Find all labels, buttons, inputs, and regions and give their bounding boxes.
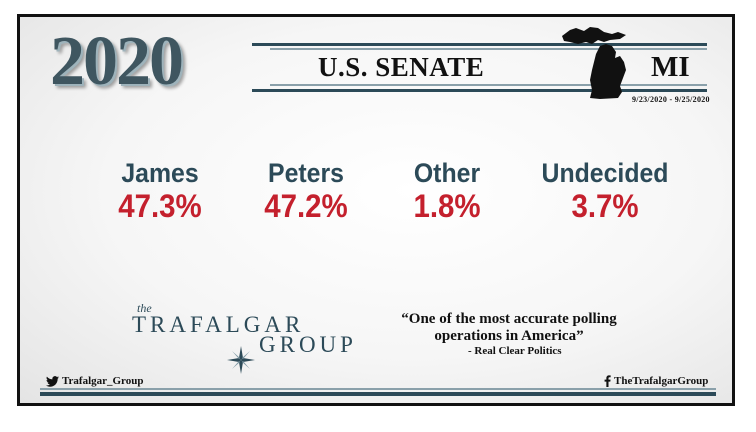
compass-rose-icon	[227, 346, 255, 374]
facebook-handle[interactable]: TheTrafalgarGroup	[604, 375, 708, 387]
twitter-bird-icon	[46, 375, 59, 387]
quote-source: - Real Clear Politics	[468, 345, 562, 357]
michigan-map-icon	[562, 27, 626, 99]
candidate-percent: 3.7%	[571, 188, 639, 224]
endorsement-quote: “One of the most accurate polling operat…	[401, 311, 617, 344]
header-bar-top	[252, 43, 707, 46]
candidate-james: James 47.3%	[100, 158, 220, 224]
header-bar-bottom	[252, 89, 707, 92]
twitter-handle-label: Trafalgar_Group	[62, 375, 144, 387]
candidate-name: Other	[413, 158, 481, 188]
candidate-other: Other 1.8%	[392, 158, 502, 224]
footer-bar-top	[40, 388, 716, 390]
logo-trafalgar: TRAFALGAR	[132, 312, 305, 337]
candidate-name: Undecided	[541, 158, 669, 188]
year-heading: 2020	[50, 23, 184, 100]
candidate-peters: Peters 47.2%	[246, 158, 366, 224]
candidate-undecided: Undecided 3.7%	[530, 158, 680, 224]
facebook-f-icon	[604, 375, 611, 387]
race-title: U.S. SENATE	[318, 52, 485, 82]
candidate-name: Peters	[268, 158, 344, 188]
twitter-handle[interactable]: Trafalgar_Group	[46, 375, 143, 387]
logo-the: the	[137, 301, 152, 315]
candidate-percent: 1.8%	[413, 188, 481, 224]
state-label: MI	[651, 51, 690, 83]
poll-dates: 9/23/2020 - 9/25/2020	[632, 95, 710, 104]
footer-bar-bottom	[40, 392, 716, 396]
header-bar-upper	[270, 48, 707, 50]
logo-group: GROUP	[259, 332, 357, 357]
candidate-percent: 47.3%	[118, 188, 202, 224]
facebook-handle-label: TheTrafalgarGroup	[614, 375, 709, 387]
candidate-name: James	[121, 158, 199, 188]
header-bar-lower	[270, 84, 707, 86]
candidate-percent: 47.2%	[264, 188, 348, 224]
